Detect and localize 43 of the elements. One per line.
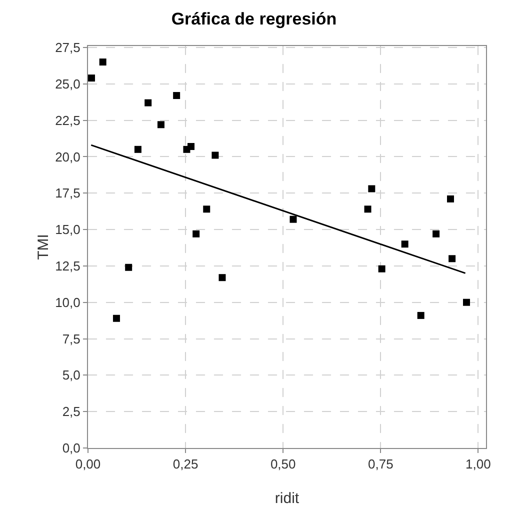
point [432,230,440,238]
point [203,206,210,213]
x-axis-title: ridit [274,490,300,507]
point [144,99,152,106]
y-tick-label: 27,5 [55,40,80,56]
point [192,230,200,238]
point [157,121,164,128]
point [417,312,424,319]
point [364,206,372,213]
point [368,185,376,192]
y-tick-label: 0,0 [62,440,80,456]
point [188,143,195,150]
y-tick-label: 2,5 [62,404,80,420]
point [88,74,96,82]
x-tick-label: 0,25 [172,456,198,472]
point [112,314,120,322]
y-axis-title: TMI [35,234,52,260]
x-tick-label: 0,75 [368,456,394,472]
y-tick-label: 17,5 [55,186,80,201]
point [134,146,142,153]
chart-title: Gráfica de regresión [171,10,337,29]
point [173,92,180,100]
y-tick-label: 12,5 [55,258,80,274]
point [290,216,297,223]
x-tick-label: 0,00 [75,456,101,472]
point [212,152,219,159]
point [446,195,454,202]
point [99,58,106,66]
point [448,255,456,262]
point [218,274,226,282]
y-tick-label: 15,0 [55,222,80,238]
point [401,240,408,248]
y-tick-label: 22,5 [55,112,80,128]
x-tick-label: 1,00 [466,456,491,472]
y-tick-label: 5,0 [62,368,80,383]
y-tick-label: 20,0 [55,149,80,164]
point [462,298,470,306]
y-tick-label: 25,0 [55,76,80,92]
point [125,264,132,271]
y-tick-label: 7,5 [62,331,80,346]
x-tick-label: 0,50 [270,456,296,472]
y-tick-label: 10,0 [55,294,80,310]
point [378,265,386,272]
